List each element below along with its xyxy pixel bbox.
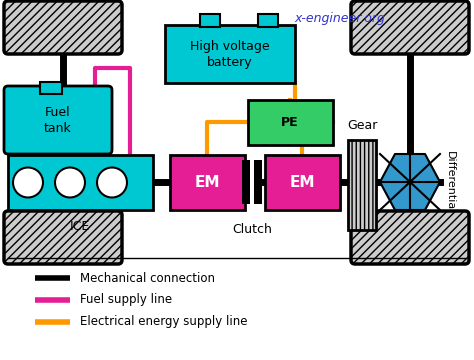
Circle shape: [55, 167, 85, 198]
Bar: [200, 14, 220, 27]
Text: Fuel supply line: Fuel supply line: [80, 293, 172, 306]
Text: Clutch: Clutch: [232, 223, 272, 236]
Circle shape: [97, 167, 127, 198]
Bar: [265, 155, 340, 210]
Bar: [170, 155, 245, 210]
FancyBboxPatch shape: [4, 86, 112, 154]
Text: Differential: Differential: [445, 151, 455, 213]
Text: Fuel
tank: Fuel tank: [44, 105, 72, 135]
Text: ICE: ICE: [70, 220, 90, 233]
FancyBboxPatch shape: [351, 211, 469, 264]
Bar: [165, 25, 295, 83]
Text: EM: EM: [289, 175, 315, 189]
Text: x-engineer.org: x-engineer.org: [294, 12, 385, 25]
FancyBboxPatch shape: [4, 211, 122, 264]
Text: Gear: Gear: [347, 119, 377, 132]
Bar: [40, 82, 62, 94]
Circle shape: [13, 167, 43, 198]
Text: PE: PE: [281, 116, 299, 129]
Bar: [348, 140, 376, 230]
FancyBboxPatch shape: [351, 1, 469, 54]
Bar: [8, 155, 153, 210]
Bar: [248, 100, 333, 145]
Text: EM: EM: [194, 175, 220, 189]
Bar: [258, 14, 278, 27]
Text: Electrical energy supply line: Electrical energy supply line: [80, 315, 247, 328]
Text: Mechanical connection: Mechanical connection: [80, 271, 215, 284]
Polygon shape: [380, 154, 440, 210]
Bar: [254, 160, 262, 204]
FancyBboxPatch shape: [4, 1, 122, 54]
Bar: [242, 160, 250, 204]
Text: High voltage
battery: High voltage battery: [190, 40, 270, 68]
